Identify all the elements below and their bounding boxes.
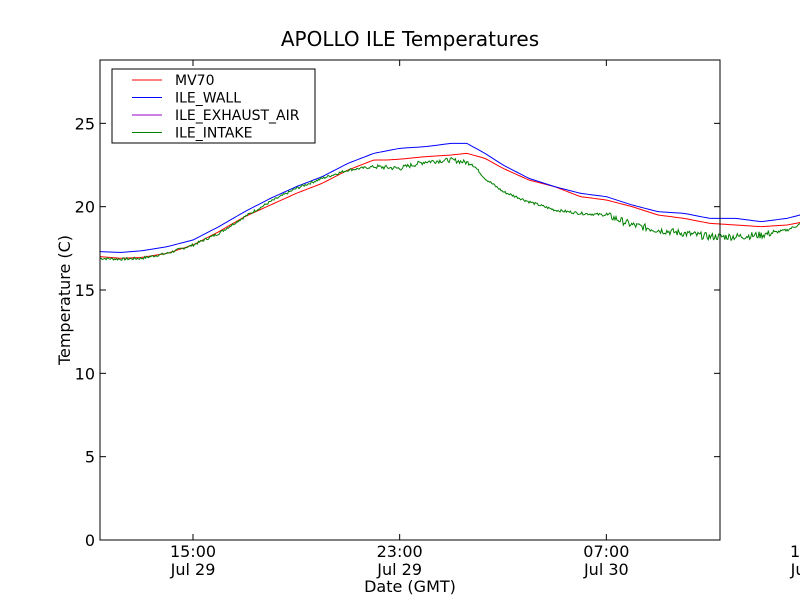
legend-entry: ILE_INTAKE xyxy=(175,126,252,142)
x-tick-label-time: 15:00 xyxy=(170,542,216,561)
x-tick-label-time: 07:00 xyxy=(583,542,629,561)
legend-entry: ILE_EXHAUST_AIR xyxy=(175,108,300,124)
series-lines xyxy=(99,142,800,261)
x-tick-label-time: 23:00 xyxy=(377,542,423,561)
x-tick-label-time: 15:00 xyxy=(790,542,800,561)
series-line-ile-wall xyxy=(99,142,800,253)
x-tick-label-date: Jul 30 xyxy=(790,560,800,579)
legend-box xyxy=(111,68,316,144)
y-tick-label: 25 xyxy=(75,114,95,133)
x-tick-label-date: Jul 29 xyxy=(376,560,422,579)
legend-entry: ILE_WALL xyxy=(175,91,241,107)
chart-title: APOLLO ILE Temperatures xyxy=(281,27,539,51)
y-tick-label: 5 xyxy=(85,448,95,467)
y-axis-ticks: 0 5 10 15 20 25 xyxy=(75,114,720,550)
series-line-ile-intake xyxy=(99,157,800,261)
x-tick-label-date: Jul 29 xyxy=(170,560,216,579)
y-axis-label: Temperature (C) xyxy=(55,235,74,366)
y-tick-label: 10 xyxy=(75,364,95,383)
y-tick-label: 20 xyxy=(75,198,95,217)
x-tick-label-date: Jul 30 xyxy=(583,560,629,579)
plot-area-frame xyxy=(99,59,721,541)
x-axis-label: Date (GMT) xyxy=(364,577,456,596)
legend-entry: MV70 xyxy=(175,73,214,89)
y-tick-label: 15 xyxy=(75,281,95,300)
y-tick-label: 0 xyxy=(85,531,95,550)
